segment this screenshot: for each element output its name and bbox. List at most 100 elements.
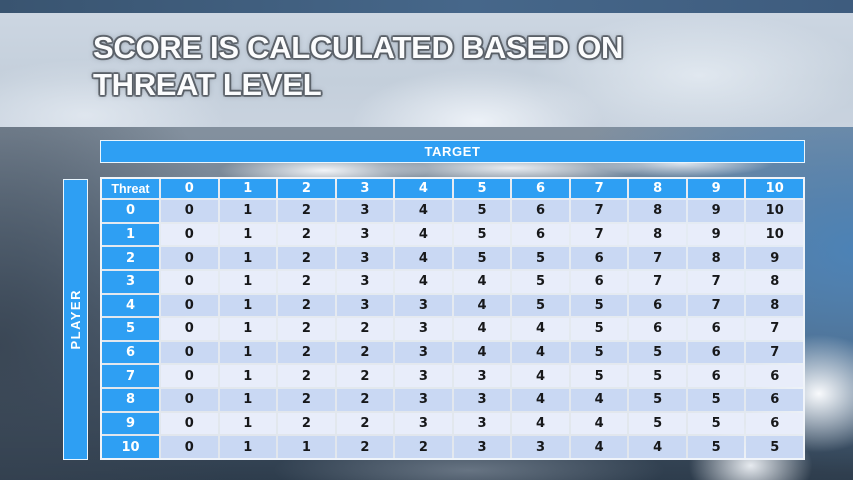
- matrix-cell-r2-c10: 9: [746, 247, 803, 269]
- matrix-cell-r2-c4: 4: [395, 247, 452, 269]
- matrix-cell-r5-c9: 6: [687, 318, 745, 340]
- matrix-cell-r0-c0: 0: [161, 200, 218, 222]
- matrix-cell-r1-c9: 9: [687, 223, 745, 246]
- matrix-cell-r8-c4: 3: [395, 389, 452, 411]
- matrix-cell-r8-c2: 2: [278, 389, 335, 411]
- matrix-cell-r4-c2: 2: [278, 294, 335, 317]
- matrix-cell-r4-c6: 5: [512, 294, 569, 317]
- matrix-cell-r10-c0: 0: [161, 436, 218, 458]
- matrix-cell-r9-c8: 5: [629, 412, 686, 435]
- matrix-cell-r5-c1: 1: [219, 318, 277, 340]
- matrix-cell-r9-c3: 2: [336, 412, 394, 435]
- matrix-cell-r6-c9: 6: [687, 341, 745, 364]
- top-edge-strip: [0, 0, 853, 13]
- matrix-cell-r5-c2: 2: [278, 318, 335, 340]
- matrix-cell-r4-c1: 1: [219, 294, 277, 317]
- slide-title-line1: SCORE IS CALCULATED BASED ON: [93, 30, 624, 65]
- row-header-0: 0: [102, 200, 159, 222]
- matrix-cell-r10-c9: 5: [687, 436, 745, 458]
- matrix-cell-r7-c2: 2: [278, 365, 335, 388]
- matrix-cell-r7-c10: 6: [746, 365, 803, 388]
- matrix-cell-r0-c6: 6: [512, 200, 569, 222]
- corner-header-threat: Threat: [102, 179, 159, 198]
- matrix-cell-r4-c10: 8: [746, 294, 803, 317]
- matrix-cell-r6-c4: 3: [395, 341, 452, 364]
- matrix-cell-r3-c3: 3: [336, 270, 394, 293]
- matrix-cell-r0-c7: 7: [570, 200, 628, 222]
- column-header-6: 6: [512, 179, 569, 198]
- row-header-4: 4: [102, 294, 159, 317]
- matrix-cell-r2-c8: 7: [629, 247, 686, 269]
- matrix-cell-r9-c1: 1: [219, 412, 277, 435]
- matrix-cell-r9-c0: 0: [161, 412, 218, 435]
- matrix-cell-r4-c5: 4: [453, 294, 511, 317]
- matrix-cell-r7-c6: 4: [512, 365, 569, 388]
- matrix-cell-r3-c10: 8: [746, 270, 803, 293]
- row-header-3: 3: [102, 270, 159, 293]
- matrix-cell-r1-c4: 4: [395, 223, 452, 246]
- player-label: PLAYER: [68, 289, 83, 350]
- matrix-cell-r2-c5: 5: [453, 247, 511, 269]
- matrix-cell-r2-c9: 8: [687, 247, 745, 269]
- matrix-cell-r1-c5: 5: [453, 223, 511, 246]
- row-header-6: 6: [102, 341, 159, 364]
- row-header-5: 5: [102, 318, 159, 340]
- matrix-cell-r7-c5: 3: [453, 365, 511, 388]
- matrix-cell-r2-c2: 2: [278, 247, 335, 269]
- matrix-cell-r7-c7: 5: [570, 365, 628, 388]
- matrix-cell-r5-c3: 2: [336, 318, 394, 340]
- matrix-cell-r1-c3: 3: [336, 223, 394, 246]
- matrix-cell-r4-c8: 6: [629, 294, 686, 317]
- matrix-cell-r6-c2: 2: [278, 341, 335, 364]
- matrix-cell-r9-c7: 4: [570, 412, 628, 435]
- row-header-8: 8: [102, 389, 159, 411]
- matrix-cell-r7-c9: 6: [687, 365, 745, 388]
- matrix-cell-r6-c7: 5: [570, 341, 628, 364]
- score-matrix-table: Threat 0 1 2 3 4 5 6 7 8 9 10 0 0 1 2 3 4 5 6 7 8 9 10 1 0 1 2 3 4 5 6 7…: [100, 177, 805, 460]
- matrix-cell-r8-c9: 5: [687, 389, 745, 411]
- matrix-cell-r7-c4: 3: [395, 365, 452, 388]
- matrix-cell-r5-c10: 7: [746, 318, 803, 340]
- matrix-cell-r3-c7: 6: [570, 270, 628, 293]
- matrix-cell-r5-c0: 0: [161, 318, 218, 340]
- column-header-7: 7: [570, 179, 628, 198]
- matrix-cell-r7-c1: 1: [219, 365, 277, 388]
- matrix-cell-r10-c10: 5: [746, 436, 803, 458]
- matrix-cell-r9-c2: 2: [278, 412, 335, 435]
- matrix-cell-r8-c7: 4: [570, 389, 628, 411]
- matrix-cell-r1-c0: 0: [161, 223, 218, 246]
- matrix-cell-r3-c5: 4: [453, 270, 511, 293]
- column-header-0: 0: [161, 179, 218, 198]
- matrix-cell-r7-c8: 5: [629, 365, 686, 388]
- matrix-cell-r6-c1: 1: [219, 341, 277, 364]
- player-axis-header: PLAYER: [63, 179, 88, 460]
- matrix-cell-r5-c4: 3: [395, 318, 452, 340]
- matrix-cell-r6-c3: 2: [336, 341, 394, 364]
- matrix-cell-r6-c8: 5: [629, 341, 686, 364]
- matrix-cell-r3-c1: 1: [219, 270, 277, 293]
- matrix-cell-r4-c7: 5: [570, 294, 628, 317]
- column-header-2: 2: [278, 179, 335, 198]
- matrix-cell-r9-c4: 3: [395, 412, 452, 435]
- matrix-cell-r3-c9: 7: [687, 270, 745, 293]
- matrix-cell-r9-c10: 6: [746, 412, 803, 435]
- target-axis-header: TARGET: [100, 140, 805, 163]
- column-header-4: 4: [395, 179, 452, 198]
- matrix-cell-r0-c10: 10: [746, 200, 803, 222]
- matrix-cell-r8-c6: 4: [512, 389, 569, 411]
- matrix-cell-r3-c4: 4: [395, 270, 452, 293]
- matrix-cell-r8-c1: 1: [219, 389, 277, 411]
- row-header-10: 10: [102, 436, 159, 458]
- matrix-cell-r7-c0: 0: [161, 365, 218, 388]
- column-header-9: 9: [687, 179, 745, 198]
- matrix-cell-r4-c4: 3: [395, 294, 452, 317]
- matrix-cell-r1-c10: 10: [746, 223, 803, 246]
- column-header-1: 1: [219, 179, 277, 198]
- matrix-cell-r4-c9: 7: [687, 294, 745, 317]
- matrix-cell-r8-c8: 5: [629, 389, 686, 411]
- matrix-cell-r8-c3: 2: [336, 389, 394, 411]
- matrix-cell-r2-c7: 6: [570, 247, 628, 269]
- matrix-cell-r5-c7: 5: [570, 318, 628, 340]
- matrix-cell-r5-c6: 4: [512, 318, 569, 340]
- matrix-cell-r5-c8: 6: [629, 318, 686, 340]
